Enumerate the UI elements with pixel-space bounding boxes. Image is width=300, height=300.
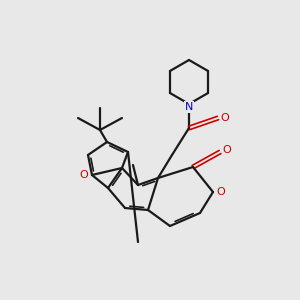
Text: N: N [185, 102, 193, 112]
Text: O: O [217, 187, 225, 197]
Text: O: O [80, 170, 88, 180]
Text: O: O [220, 113, 230, 123]
Text: O: O [223, 145, 231, 155]
